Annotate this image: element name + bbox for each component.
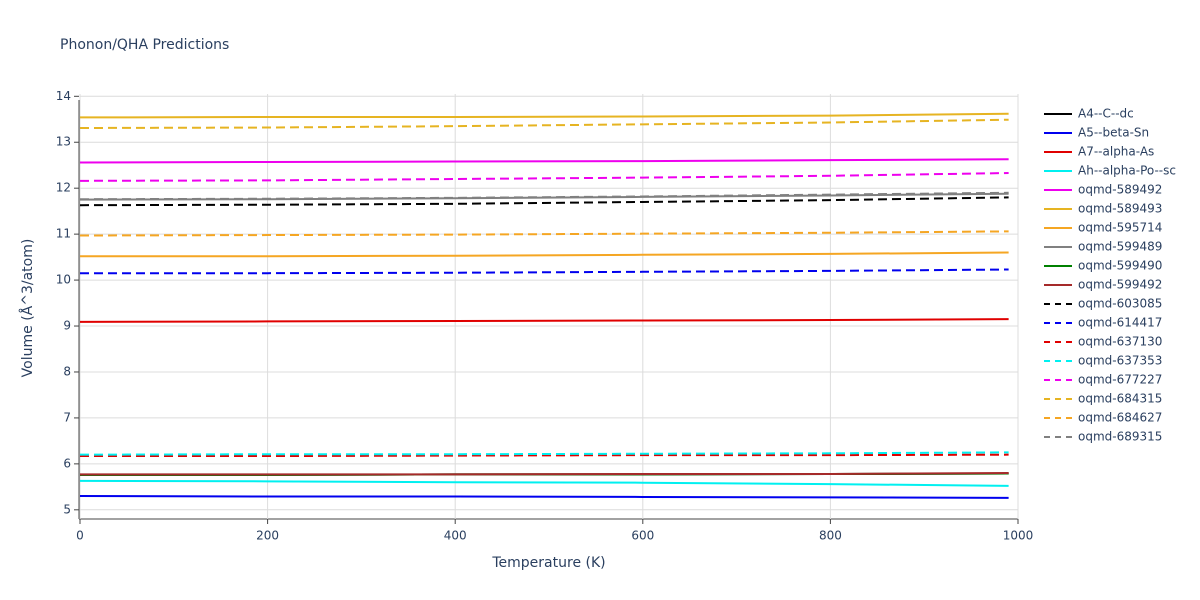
series-line bbox=[79, 191, 1009, 201]
legend-label: Ah--alpha-Po--sc bbox=[1078, 164, 1176, 178]
legend-label: oqmd-595714 bbox=[1078, 221, 1162, 235]
series-line bbox=[79, 479, 1009, 487]
series-line bbox=[79, 451, 1009, 456]
legend-label: oqmd-589492 bbox=[1078, 183, 1162, 197]
series-line bbox=[79, 112, 1009, 119]
legend-label: oqmd-684315 bbox=[1078, 392, 1162, 406]
series-line bbox=[80, 472, 1009, 476]
y-axis-title: Volume (Å^3/atom) bbox=[19, 239, 36, 378]
y-tick-label: 5 bbox=[63, 502, 71, 516]
legend-label: oqmd-614417 bbox=[1078, 316, 1162, 330]
legend-label: A7--alpha-As bbox=[1078, 145, 1154, 159]
series-line bbox=[79, 196, 1009, 207]
y-tick-label: 9 bbox=[63, 319, 71, 333]
x-tick-label: 0 bbox=[76, 529, 84, 543]
y-tick-label: 10 bbox=[56, 273, 71, 287]
x-tick-label: 600 bbox=[631, 529, 654, 543]
series-line bbox=[79, 495, 1009, 499]
legend-label: oqmd-689315 bbox=[1078, 430, 1162, 444]
legend-label: oqmd-589493 bbox=[1078, 202, 1162, 216]
y-tick-label: 14 bbox=[56, 89, 71, 103]
legend-label: oqmd-599489 bbox=[1078, 240, 1162, 254]
y-tick-label: 7 bbox=[63, 410, 71, 424]
series-line bbox=[79, 230, 1009, 237]
y-tick-label: 13 bbox=[56, 135, 71, 149]
series-line bbox=[79, 118, 1009, 129]
x-tick-label: 400 bbox=[444, 529, 467, 543]
y-tick-label: 11 bbox=[56, 227, 71, 241]
x-axis-title: Temperature (K) bbox=[491, 555, 605, 571]
legend-label: oqmd-677227 bbox=[1078, 373, 1162, 387]
x-tick-label: 200 bbox=[256, 529, 279, 543]
chart-title: Phonon/QHA Predictions bbox=[60, 37, 229, 53]
series-line bbox=[79, 318, 1009, 323]
y-tick-label: 12 bbox=[56, 181, 71, 195]
series-line bbox=[80, 251, 1009, 258]
legend-label: oqmd-637353 bbox=[1078, 354, 1162, 368]
y-tick-label: 8 bbox=[63, 364, 71, 378]
legend-label: A4--C--dc bbox=[1078, 107, 1134, 121]
series-line bbox=[79, 172, 1009, 182]
y-tick-label: 6 bbox=[63, 456, 71, 470]
legend-label: oqmd-637130 bbox=[1078, 335, 1162, 349]
legend-label: A5--beta-Sn bbox=[1078, 126, 1149, 140]
x-tick-label: 800 bbox=[819, 529, 842, 543]
legend-label: oqmd-684627 bbox=[1078, 411, 1162, 425]
series-line bbox=[80, 268, 1009, 275]
series-line bbox=[79, 158, 1009, 164]
legend-label: oqmd-599490 bbox=[1078, 259, 1162, 273]
series-line bbox=[80, 453, 1009, 458]
legend-label: oqmd-599492 bbox=[1078, 278, 1162, 292]
x-tick-label: 1000 bbox=[1003, 529, 1034, 543]
legend-label: oqmd-603085 bbox=[1078, 297, 1162, 311]
